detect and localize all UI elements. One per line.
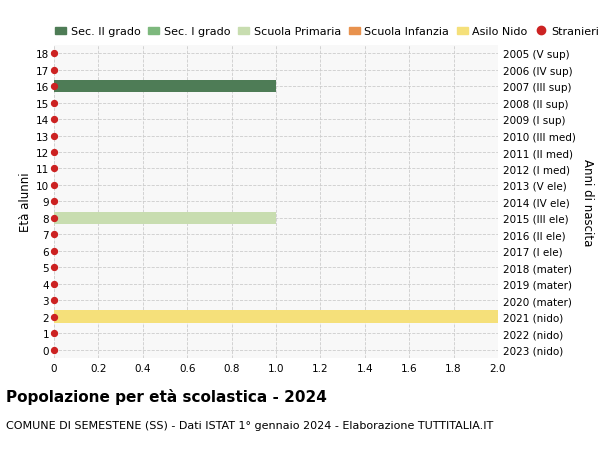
Bar: [54, 81, 276, 93]
Legend: Sec. II grado, Sec. I grado, Scuola Primaria, Scuola Infanzia, Asilo Nido, Stran: Sec. II grado, Sec. I grado, Scuola Prim…: [55, 27, 599, 37]
Point: [49, 149, 59, 157]
Point: [49, 297, 59, 304]
Y-axis label: Età alunni: Età alunni: [19, 172, 32, 232]
Point: [49, 330, 59, 337]
Point: [49, 182, 59, 189]
Point: [49, 100, 59, 107]
Point: [49, 133, 59, 140]
Point: [49, 280, 59, 288]
Point: [49, 50, 59, 58]
Point: [49, 83, 59, 90]
Point: [49, 247, 59, 255]
Point: [49, 165, 59, 173]
Point: [49, 116, 59, 123]
Text: COMUNE DI SEMESTENE (SS) - Dati ISTAT 1° gennaio 2024 - Elaborazione TUTTITALIA.: COMUNE DI SEMESTENE (SS) - Dati ISTAT 1°…: [6, 420, 493, 430]
Point: [49, 67, 59, 74]
Bar: [54, 212, 276, 224]
Bar: [54, 311, 498, 323]
Point: [49, 346, 59, 353]
Point: [49, 198, 59, 206]
Text: Popolazione per età scolastica - 2024: Popolazione per età scolastica - 2024: [6, 388, 327, 404]
Point: [49, 313, 59, 321]
Point: [49, 264, 59, 271]
Point: [49, 231, 59, 239]
Y-axis label: Anni di nascita: Anni di nascita: [581, 158, 594, 246]
Point: [49, 215, 59, 222]
